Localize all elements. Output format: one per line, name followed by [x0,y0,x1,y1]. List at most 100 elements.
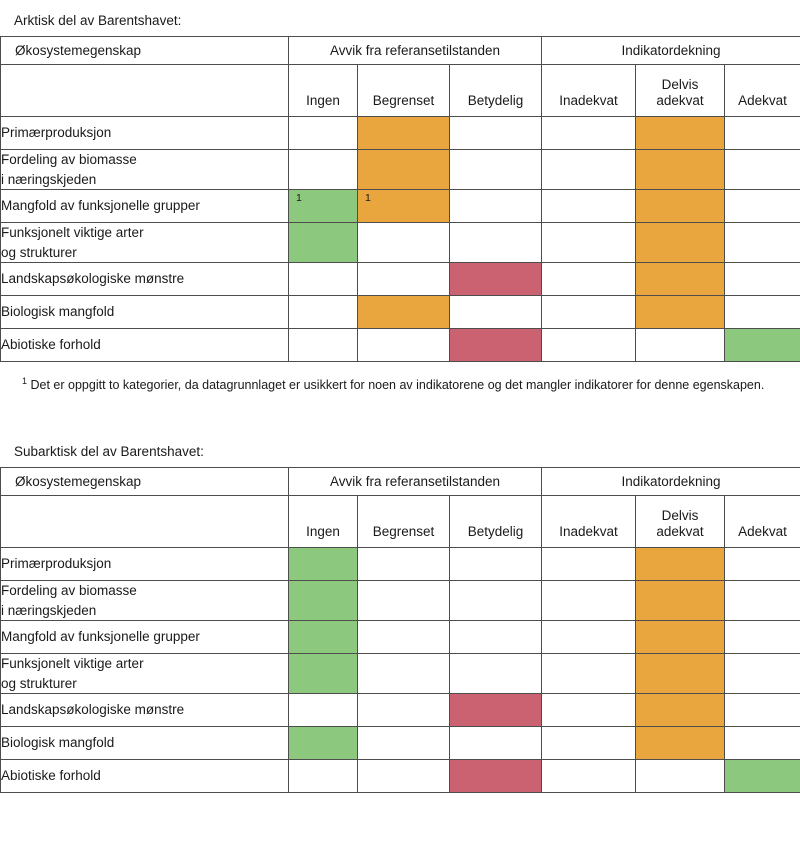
cell-ingen [288,295,358,329]
header-group-row: Økosystemegenskap Avvik fra referansetil… [0,467,800,497]
cell-delvis-adekvat [635,653,725,695]
cell-betydelig [449,547,542,582]
cell-inadekvat [541,295,636,329]
header-spacer [0,64,289,117]
header-spacer [0,495,289,549]
cell-ingen [288,262,358,296]
table-row: Primærproduksjon [0,116,800,150]
cell-ingen [288,653,358,695]
footnote-text: Det er oppgitt to kategorier, da datagru… [30,378,765,393]
cell-inadekvat [541,726,636,761]
column-header-ingen: Ingen [288,495,358,549]
column-header-ingen: Ingen [288,64,358,117]
row-label: Primærproduksjon [0,547,289,582]
column-group-deviation: Avvik fra referansetilstanden [288,36,542,65]
row-label: Biologisk mangfold [0,726,289,761]
header-group-row: Økosystemegenskap Avvik fra referansetil… [0,36,800,65]
row-label: Fordeling av biomasse i næringskjeden [0,149,289,190]
assessment-table-arctic: Økosystemegenskap Avvik fra referansetil… [0,36,800,362]
table-row: Landskapsøkologiske mønstre [0,693,800,728]
cell-begrenset [357,262,450,296]
cell-ingen [288,116,358,150]
column-group-deviation: Avvik fra referansetilstanden [288,467,542,497]
cell-betydelig [449,295,542,329]
cell-delvis-adekvat [635,547,725,582]
cell-begrenset [357,620,450,655]
column-header-adekvat: Adekvat [724,495,800,549]
cell-adekvat [724,222,800,263]
cell-ingen [288,759,358,794]
cell-delvis-adekvat [635,726,725,761]
cell-begrenset [357,726,450,761]
cell-adekvat [724,547,800,582]
cell-delvis-adekvat [635,693,725,728]
column-header-delvis-adekvat: Delvis adekvat [635,495,725,549]
column-header-begrenset: Begrenset [357,495,450,549]
cell-delvis-adekvat [635,328,725,362]
cell-begrenset [357,149,450,190]
cell-begrenset [357,653,450,695]
cell-inadekvat [541,653,636,695]
row-label: Abiotiske forhold [0,759,289,794]
column-group-indicator-coverage: Indikatordekning [541,467,800,497]
cell-adekvat [724,726,800,761]
cell-begrenset: 1 [357,189,450,223]
section-title-arctic: Arktisk del av Barentshavet: [14,13,182,28]
cell-ingen [288,328,358,362]
cell-adekvat [724,328,800,362]
cell-inadekvat [541,189,636,223]
header-sub-row: Ingen Begrenset Betydelig Inadekvat Delv… [0,64,800,117]
footnote-marker: 1 [22,376,28,386]
cell-delvis-adekvat [635,116,725,150]
cell-adekvat [724,116,800,150]
cell-begrenset [357,328,450,362]
cell-betydelig [449,580,542,622]
table-row: Mangfold av funksjonelle grupper 1 1 [0,189,800,223]
row-label: Primærproduksjon [0,116,289,150]
cell-ingen [288,620,358,655]
column-group-indicator-coverage: Indikatordekning [541,36,800,65]
cell-inadekvat [541,759,636,794]
row-label: Funksjonelt viktige arter og strukturer [0,653,289,695]
cell-begrenset [357,547,450,582]
cell-delvis-adekvat [635,295,725,329]
table-body-subarctic: Primærproduksjon Fordeling av biomasse i … [0,547,800,794]
cell-betydelig [449,149,542,190]
row-label: Fordeling av biomasse i næringskjeden [0,580,289,622]
table-row: Mangfold av funksjonelle grupper [0,620,800,655]
cell-inadekvat [541,222,636,263]
cell-betydelig [449,759,542,794]
footnote: 1 Det er oppgitt to kategorier, da datag… [22,373,786,393]
row-label: Mangfold av funksjonelle grupper [0,189,289,223]
cell-footnote-marker: 1 [296,192,302,204]
cell-delvis-adekvat [635,149,725,190]
cell-ingen [288,580,358,622]
column-header-inadekvat: Inadekvat [541,495,636,549]
column-header-betydelig: Betydelig [449,64,542,117]
column-header-delvis-adekvat: Delvis adekvat [635,64,725,117]
cell-delvis-adekvat [635,620,725,655]
cell-adekvat [724,693,800,728]
table-row: Primærproduksjon [0,547,800,582]
table-row: Biologisk mangfold [0,295,800,329]
column-header-ecosystem-property: Økosystemegenskap [0,467,289,497]
cell-begrenset [357,693,450,728]
assessment-table-subarctic: Økosystemegenskap Avvik fra referansetil… [0,467,800,794]
cell-delvis-adekvat [635,759,725,794]
cell-betydelig [449,726,542,761]
cell-ingen: 1 [288,189,358,223]
table-row: Fordeling av biomasse i næringskjeden [0,580,800,622]
row-label: Abiotiske forhold [0,328,289,362]
cell-betydelig [449,328,542,362]
section-title-subarctic: Subarktisk del av Barentshavet: [14,444,204,460]
section-subarctic: Subarktisk del av Barentshavet: Økosyste… [0,443,800,794]
cell-inadekvat [541,328,636,362]
column-header-begrenset: Begrenset [357,64,450,117]
cell-adekvat [724,149,800,190]
cell-inadekvat [541,693,636,728]
cell-adekvat [724,295,800,329]
cell-delvis-adekvat [635,189,725,223]
cell-inadekvat [541,116,636,150]
cell-begrenset [357,116,450,150]
row-label: Landskapsøkologiske mønstre [0,262,289,296]
